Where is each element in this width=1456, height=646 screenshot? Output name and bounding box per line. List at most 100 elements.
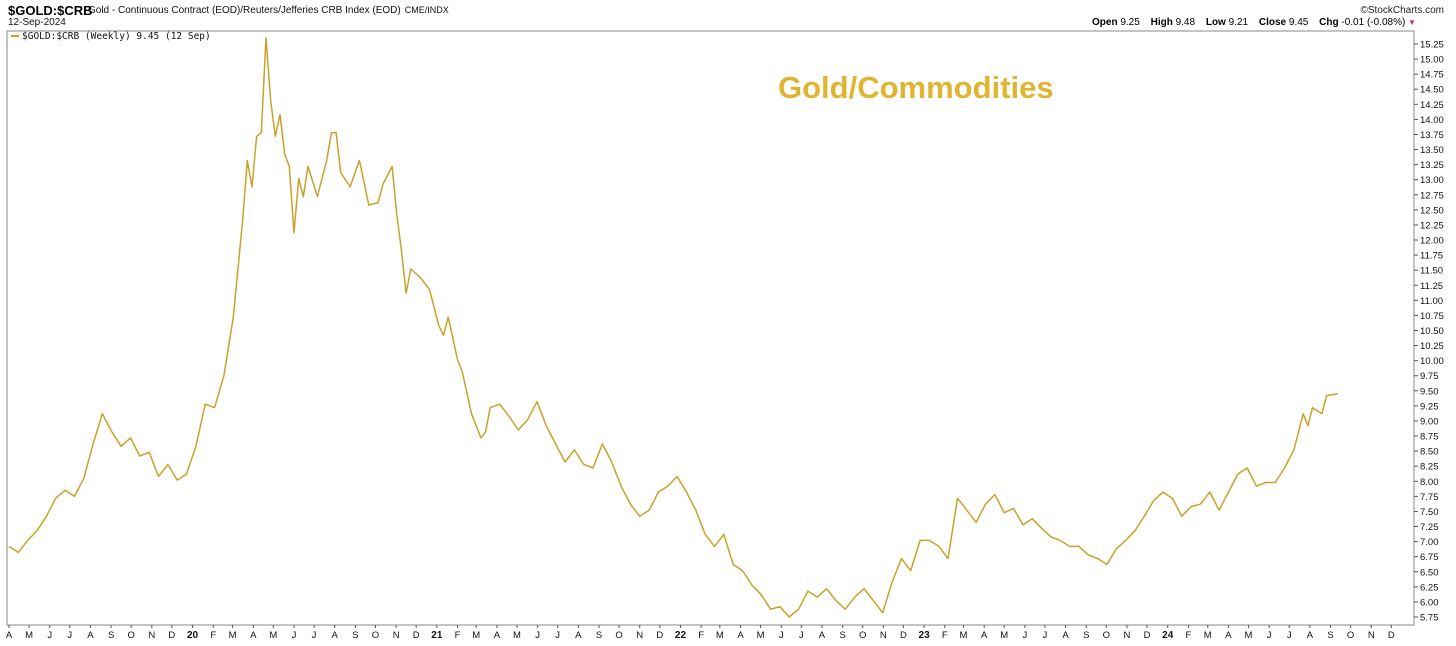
x-tick-label: M <box>25 630 33 641</box>
close-label: Close <box>1258 17 1287 28</box>
x-tick-label: F <box>1185 630 1191 641</box>
x-tick-label: D <box>1388 630 1395 641</box>
x-tick-label: A <box>494 630 501 641</box>
y-tick-label: 10.50 <box>1420 326 1444 337</box>
x-tick-label: J <box>67 630 72 641</box>
x-tick-label: A <box>1307 630 1314 641</box>
y-tick-label: 5.75 <box>1420 613 1439 624</box>
chart-title: Gold/Commodities <box>778 70 1054 105</box>
x-tick-label: J <box>1267 630 1272 641</box>
y-tick-label: 13.25 <box>1420 160 1444 171</box>
x-tick-label: J <box>535 630 540 641</box>
y-tick-label: 9.75 <box>1420 371 1439 382</box>
x-tick-label: N <box>393 630 400 641</box>
y-tick-label: 12.00 <box>1420 236 1444 247</box>
x-tick-label: S <box>352 630 358 641</box>
x-tick-label: A <box>981 630 988 641</box>
x-tick-label: S <box>108 630 114 641</box>
y-tick-label: 9.00 <box>1420 416 1439 427</box>
y-tick-label: 14.00 <box>1420 115 1444 126</box>
y-tick-label: 14.50 <box>1420 85 1444 96</box>
y-tick-label: 10.75 <box>1420 311 1444 322</box>
x-tick-label: D <box>168 630 175 641</box>
symbol-label: $GOLD:$CRB <box>8 3 93 18</box>
x-tick-label: M <box>229 630 237 641</box>
y-tick-label: 15.25 <box>1420 40 1444 51</box>
y-tick-label: 13.00 <box>1420 175 1444 186</box>
high-label: High <box>1150 17 1173 28</box>
y-tick-label: 8.25 <box>1420 462 1439 473</box>
x-tick-label: D <box>1144 630 1151 641</box>
y-tick-label: 13.50 <box>1420 145 1444 156</box>
y-tick-label: 14.25 <box>1420 100 1444 111</box>
x-tick-label: J <box>799 630 804 641</box>
y-tick-label: 7.25 <box>1420 522 1439 533</box>
x-tick-label: M <box>269 630 277 641</box>
x-tick-label: D <box>900 630 907 641</box>
x-tick-label: 21 <box>431 630 443 641</box>
x-tick-label: F <box>698 630 704 641</box>
x-tick-label: S <box>1327 630 1333 641</box>
x-tick-label: A <box>1225 630 1232 641</box>
x-tick-label: J <box>1043 630 1048 641</box>
chg-value: -0.01 (-0.08%) <box>1341 17 1406 28</box>
chart-header: $GOLD:$CRB Gold - Continuous Contract (E… <box>0 0 1456 28</box>
y-tick-label: 10.25 <box>1420 341 1444 352</box>
low-value: 9.21 <box>1228 17 1249 28</box>
x-tick-label: M <box>1000 630 1008 641</box>
x-tick-label: S <box>1083 630 1089 641</box>
x-tick-label: O <box>372 630 379 641</box>
low-label: Low <box>1205 17 1226 28</box>
y-tick-label: 9.25 <box>1420 401 1439 412</box>
y-tick-label: 6.00 <box>1420 597 1439 608</box>
ohlc-readout: Open 9.25 High 9.48 Low 9.21 Close 9.45 … <box>1092 17 1416 28</box>
y-tick-label: 11.75 <box>1420 251 1443 262</box>
y-tick-label: 8.00 <box>1420 477 1439 488</box>
x-tick-label: J <box>1287 630 1292 641</box>
x-tick-label: A <box>1062 630 1069 641</box>
x-tick-label: A <box>250 630 257 641</box>
x-tick-label: O <box>1347 630 1354 641</box>
x-tick-label: F <box>455 630 461 641</box>
series-line <box>8 37 1339 618</box>
x-tick-label: J <box>292 630 297 641</box>
x-tick-label: J <box>779 630 784 641</box>
x-tick-label: D <box>413 630 420 641</box>
x-tick-label: 20 <box>187 630 199 641</box>
y-tick-label: 11.00 <box>1420 296 1443 307</box>
x-tick-label: O <box>859 630 866 641</box>
y-tick-label: 13.75 <box>1420 130 1444 141</box>
x-tick-label: J <box>47 630 52 641</box>
x-tick-label: N <box>148 630 155 641</box>
y-tick-label: 6.25 <box>1420 582 1439 593</box>
legend-label: $GOLD:$CRB (Weekly) 9.45 (12 Sep) <box>22 31 211 42</box>
x-tick-label: 22 <box>675 630 687 641</box>
x-tick-label: N <box>880 630 887 641</box>
y-tick-label: 15.00 <box>1420 55 1444 66</box>
x-tick-label: S <box>839 630 845 641</box>
x-tick-label: M <box>513 630 521 641</box>
y-tick-label: 7.75 <box>1420 492 1439 503</box>
y-tick-label: 12.50 <box>1420 205 1444 216</box>
x-tick-label: S <box>596 630 602 641</box>
x-tick-label: 24 <box>1162 630 1174 641</box>
chart-date: 12-Sep-2024 <box>8 17 66 28</box>
x-tick-label: N <box>1124 630 1131 641</box>
x-tick-label: A <box>737 630 744 641</box>
y-tick-label: 14.75 <box>1420 70 1444 81</box>
y-tick-label: 8.75 <box>1420 432 1439 443</box>
stockcharts-logo: ©StockCharts.com <box>1360 5 1444 16</box>
x-tick-label: F <box>942 630 948 641</box>
y-tick-label: 10.00 <box>1420 356 1444 367</box>
x-tick-label: O <box>127 630 134 641</box>
x-tick-label: A <box>819 630 826 641</box>
y-tick-label: 9.50 <box>1420 386 1439 397</box>
close-value: 9.45 <box>1288 17 1309 28</box>
open-label: Open <box>1092 17 1118 28</box>
symbol-description: Gold - Continuous Contract (EOD)/Reuters… <box>88 5 449 16</box>
x-tick-label: A <box>332 630 339 641</box>
chg-label: Chg <box>1319 17 1339 28</box>
x-tick-label: D <box>656 630 663 641</box>
y-tick-label: 6.75 <box>1420 552 1439 563</box>
